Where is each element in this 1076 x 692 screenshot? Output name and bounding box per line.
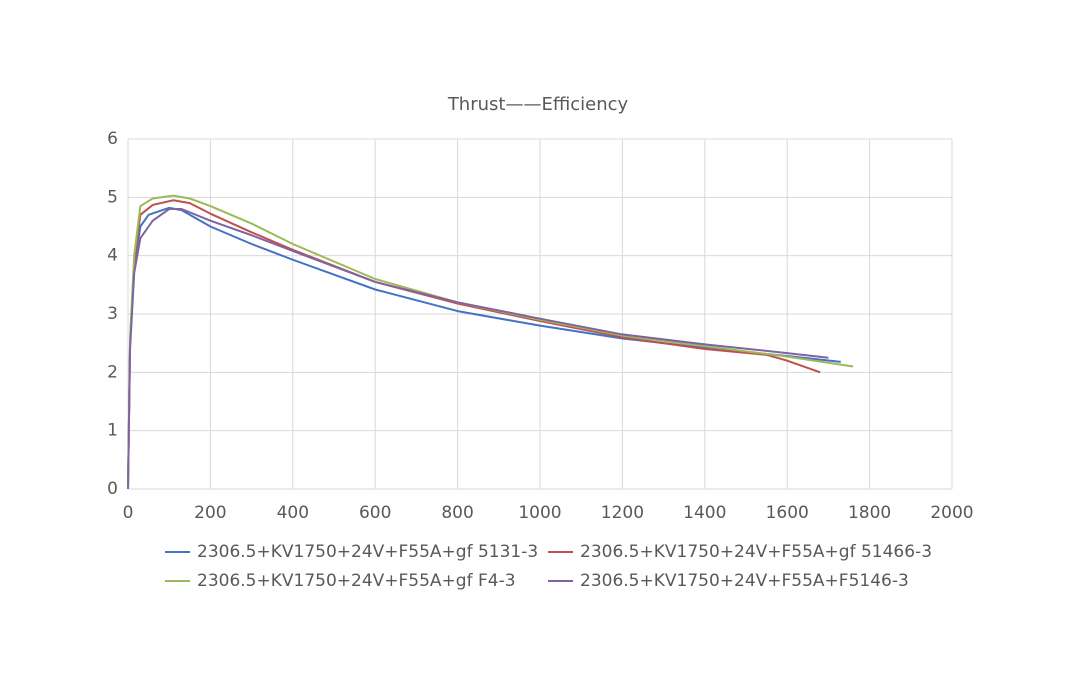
- y-tick-label: 4: [107, 246, 118, 266]
- legend-label: 2306.5+KV1750+24V+F55A+F5146-3: [580, 571, 909, 591]
- chart-title: Thrust——Efficiency: [447, 94, 629, 115]
- y-tick-label: 0: [107, 479, 118, 499]
- y-tick-label: 1: [107, 421, 118, 441]
- legend-label: 2306.5+KV1750+24V+F55A+gf F4-3: [197, 571, 516, 591]
- x-tick-label: 1200: [601, 503, 644, 523]
- x-tick-label: 200: [194, 503, 226, 523]
- x-tick-label: 0: [123, 503, 134, 523]
- legend-label: 2306.5+KV1750+24V+F55A+gf 51466-3: [580, 542, 932, 562]
- x-tick-label: 400: [277, 503, 309, 523]
- legend-label: 2306.5+KV1750+24V+F55A+gf 5131-3: [197, 542, 538, 562]
- y-tick-label: 6: [107, 129, 118, 149]
- x-tick-label: 1600: [766, 503, 809, 523]
- y-tick-label: 5: [107, 187, 118, 207]
- x-tick-label: 1000: [518, 503, 561, 523]
- x-tick-label: 2000: [930, 503, 973, 523]
- x-tick-label: 800: [441, 503, 473, 523]
- y-tick-label: 2: [107, 362, 118, 382]
- x-tick-label: 1400: [683, 503, 726, 523]
- series-line: [127, 194, 854, 490]
- x-tick-label: 1800: [848, 503, 891, 523]
- series-line: [127, 199, 821, 490]
- series-line: [127, 208, 829, 490]
- y-tick-label: 3: [107, 304, 118, 324]
- x-tick-label: 600: [359, 503, 391, 523]
